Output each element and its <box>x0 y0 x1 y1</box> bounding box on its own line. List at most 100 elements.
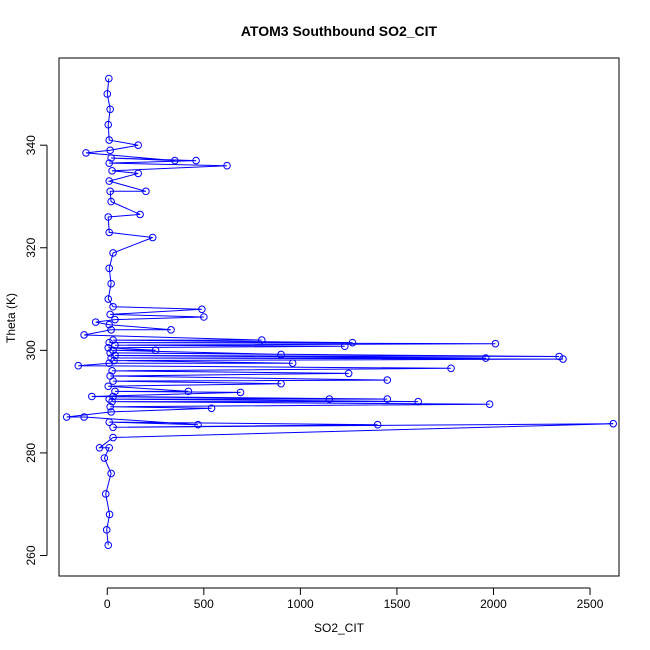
x-axis: 0 500 1000 1500 2000 2500 <box>104 587 604 611</box>
x-tick-label: 1000 <box>287 597 314 611</box>
data-point <box>104 213 113 221</box>
plot-frame <box>58 57 620 577</box>
data-point <box>111 315 119 324</box>
data-point <box>104 120 113 129</box>
data-point <box>107 326 115 334</box>
data-point <box>236 388 245 397</box>
data-series <box>62 74 618 550</box>
data-point <box>105 228 114 237</box>
data-point <box>105 159 114 167</box>
data-point <box>184 387 193 396</box>
data-point <box>223 161 231 170</box>
data-point <box>325 395 334 403</box>
data-point <box>151 346 160 355</box>
x-tick-label: 500 <box>194 597 214 611</box>
data-point <box>491 339 500 348</box>
data-point <box>105 443 114 452</box>
y-tick-label: 320 <box>24 237 38 257</box>
data-point <box>105 177 114 185</box>
data-point <box>107 197 115 206</box>
data-point <box>559 355 567 363</box>
data-point <box>383 376 392 384</box>
data-point <box>134 141 142 149</box>
y-axis: 260 280 300 320 340 <box>24 135 48 566</box>
y-tick-label: 280 <box>24 443 38 463</box>
data-point <box>105 74 113 83</box>
series-line <box>66 78 614 546</box>
y-tick-label: 260 <box>24 545 38 565</box>
data-point <box>107 408 115 416</box>
data-point <box>80 331 88 339</box>
data-point <box>108 367 116 375</box>
y-tick-label: 340 <box>24 135 38 155</box>
data-point <box>105 510 114 519</box>
data-point <box>340 342 349 351</box>
data-point <box>555 352 563 361</box>
data-point <box>198 305 206 314</box>
data-point <box>192 156 200 165</box>
data-point <box>101 490 110 498</box>
data-point <box>106 146 114 155</box>
data-point <box>80 413 88 421</box>
data-point <box>102 526 111 534</box>
data-point <box>104 541 113 550</box>
data-point <box>104 343 113 352</box>
chart-title: ATOM3 Southbound SO2_CIT <box>241 23 438 39</box>
y-axis-label: Theta (K) <box>4 293 18 343</box>
data-point <box>88 392 96 401</box>
data-point <box>107 469 115 478</box>
data-point <box>95 443 104 452</box>
data-point <box>148 233 157 242</box>
data-point <box>100 454 109 462</box>
data-point <box>109 392 117 401</box>
data-point <box>109 423 117 432</box>
data-point <box>277 350 285 359</box>
data-point <box>62 413 71 421</box>
data-point <box>257 336 266 344</box>
x-axis-label: SO2_CIT <box>314 621 365 635</box>
data-point <box>106 310 114 319</box>
data-point <box>107 354 115 362</box>
x-tick-label: 2500 <box>577 597 604 611</box>
data-point <box>344 369 353 378</box>
data-point <box>194 420 202 429</box>
data-point <box>373 420 382 429</box>
data-point <box>105 264 114 273</box>
data-point <box>109 302 117 311</box>
data-point <box>105 320 114 329</box>
data-point <box>107 154 115 162</box>
data-point <box>107 279 115 288</box>
data-point <box>106 105 114 114</box>
data-point <box>108 167 116 175</box>
data-point <box>74 361 83 370</box>
data-point <box>106 187 114 196</box>
data-point <box>109 433 117 442</box>
data-point <box>136 210 144 219</box>
data-point <box>104 382 113 391</box>
x-tick-label: 0 <box>104 597 111 611</box>
x-tick-label: 1500 <box>384 597 411 611</box>
data-point <box>91 318 100 326</box>
data-point <box>609 419 618 428</box>
data-point <box>142 187 150 196</box>
data-point <box>109 336 117 344</box>
data-point <box>82 149 90 157</box>
data-point <box>103 90 112 98</box>
data-point <box>105 395 114 403</box>
data-point <box>134 169 142 178</box>
data-point <box>105 338 114 347</box>
data-point <box>383 395 392 403</box>
data-point <box>447 364 455 373</box>
data-point <box>288 359 297 367</box>
data-point <box>105 136 114 144</box>
data-point <box>106 402 114 411</box>
x-tick-label: 2000 <box>480 597 507 611</box>
data-point <box>485 400 494 408</box>
data-point <box>111 387 119 396</box>
data-point <box>167 326 175 334</box>
data-point <box>200 313 208 321</box>
data-point <box>109 249 117 257</box>
data-point <box>104 295 113 303</box>
data-point <box>106 372 114 380</box>
